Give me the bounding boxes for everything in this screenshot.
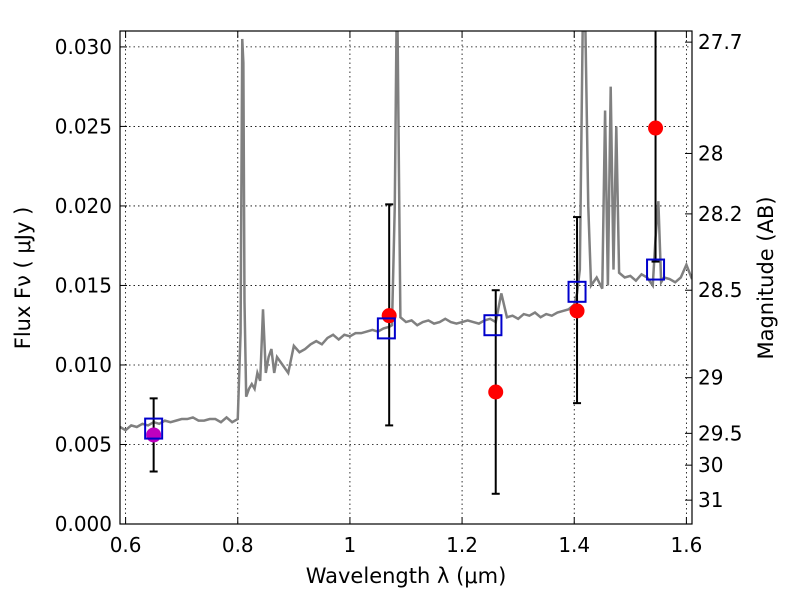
model-photometry-point — [376, 317, 396, 340]
y-tick-label: 0.030 — [55, 35, 112, 59]
x-tick-label: 1.4 — [558, 533, 590, 557]
mag-tick-label: 28.2 — [698, 202, 743, 226]
model-photometry-point — [483, 314, 503, 337]
mag-tick-label: 30 — [698, 453, 723, 477]
y-tick-label: 0.020 — [55, 194, 112, 218]
model-photometry-points — [144, 258, 666, 440]
y-tick-label: 0.025 — [55, 114, 112, 138]
y-tick-label: 0.015 — [55, 273, 112, 297]
y-tick-label: 0.005 — [55, 432, 112, 456]
x-tick-label: 0.6 — [110, 533, 142, 557]
observed-point — [648, 120, 664, 136]
mag-tick-label: 29 — [698, 366, 723, 390]
y-tick-label: 0.000 — [55, 512, 112, 536]
observed-point — [146, 427, 162, 443]
mag-tick-label: 28.5 — [698, 278, 743, 302]
model-spectrum-line — [120, 31, 692, 432]
y-axis-title-left: Flux Fν ( μJy ) — [11, 207, 35, 350]
x-tick-label: 0.8 — [222, 533, 254, 557]
observed-point — [569, 303, 585, 319]
y-axis-title-right: Magnitude (AB) — [754, 196, 778, 359]
mag-tick-label: 27.7 — [698, 30, 743, 54]
mag-tick-label: 29.5 — [698, 421, 743, 445]
observed-point — [381, 308, 397, 324]
ticks — [120, 31, 692, 525]
mag-tick-label: 31 — [698, 488, 723, 512]
x-tick-label: 1.6 — [670, 533, 702, 557]
observed-point — [488, 384, 504, 400]
x-axis-title: Wavelength λ (μm) — [306, 564, 507, 588]
tick-labels: 0.6 0.8 1 1.2 1.4 1.6 0.000 0.005 0.010 0.015 0.02… — [55, 30, 743, 557]
model-photometry-point — [144, 417, 164, 440]
mag-tick-label: 28 — [698, 141, 723, 165]
y-tick-label: 0.010 — [55, 353, 112, 377]
model-photometry-point — [567, 280, 587, 303]
x-tick-label: 1.2 — [446, 533, 478, 557]
model-photometry-point — [646, 258, 666, 281]
x-tick-label: 1 — [344, 533, 357, 557]
grid — [120, 31, 692, 525]
plot-frame — [119, 30, 693, 525]
